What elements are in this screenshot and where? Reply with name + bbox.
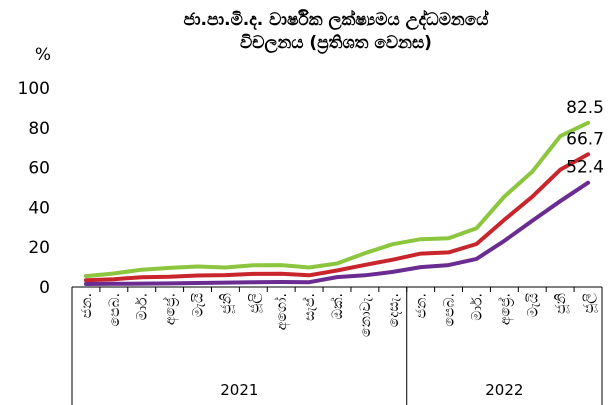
x-tick-label: පෙබ. [107, 293, 123, 326]
y-tick-label: 40 [28, 198, 50, 218]
y-axis: 0 20 40 60 80 100 [18, 79, 50, 298]
y-tick-label: 100 [18, 79, 50, 99]
y-tick-label: 20 [28, 238, 50, 258]
y-tick-label: 60 [28, 159, 50, 179]
x-tick-label: නොවැ. [358, 293, 374, 337]
x-tick-label: ජූලි [581, 293, 598, 313]
year-label: 2022 [485, 381, 523, 399]
x-tick-label: ඔක්. [330, 293, 346, 319]
x-tick-label: අප්‍රේ. [497, 293, 514, 325]
x-tick-label: අගෝ. [274, 293, 291, 330]
year-label: 2021 [220, 381, 258, 399]
x-tick-label: ජූනි [553, 293, 570, 314]
x-tick-label: මාර්. [135, 293, 151, 321]
x-axis: ජන. පෙබ. මාර්. අප්‍රේ. මැයි ජූනි ජූලි අගෝ. සැප්.… [71, 286, 603, 405]
x-tick-label: මැයි [191, 292, 207, 317]
series-line-2 [83, 152, 591, 283]
x-tick-label: සැප්. [302, 293, 318, 321]
series-end-label-1: 82.5 [566, 98, 604, 118]
series-line-1 [83, 120, 591, 279]
y-tick-label: 0 [39, 278, 50, 298]
x-tick-label: දෙසැ. [386, 293, 402, 327]
series-end-label-2: 66.7 [566, 129, 604, 149]
x-tick-label: ජන. [414, 293, 430, 318]
series-end-label-3: 52.4 [566, 158, 604, 178]
y-tick-label: 80 [28, 119, 50, 139]
y-axis-unit-label: % [35, 45, 51, 65]
chart-title-line-2: විචලනය (ප්‍රතිශත වෙනස) [240, 33, 432, 54]
x-tick-label: ජූනි [218, 293, 235, 314]
series-group: 82.5 66.7 52.4 [83, 98, 604, 286]
x-tick-label: අප්‍රේ. [162, 293, 179, 325]
x-tick-label: මාර්. [470, 293, 486, 321]
chart-title-line-1: ජා.පා.මි.ද. වාර්ෂික ලක්ෂ්‍යමය උද්ධමනයේ [183, 9, 489, 31]
x-tick-label: මැයි [525, 293, 541, 318]
x-tick-label: ජූලි [246, 293, 263, 313]
series-line-3 [83, 180, 591, 286]
x-tick-label: ජන. [79, 293, 95, 318]
x-tick-label: පෙබ. [442, 293, 458, 326]
